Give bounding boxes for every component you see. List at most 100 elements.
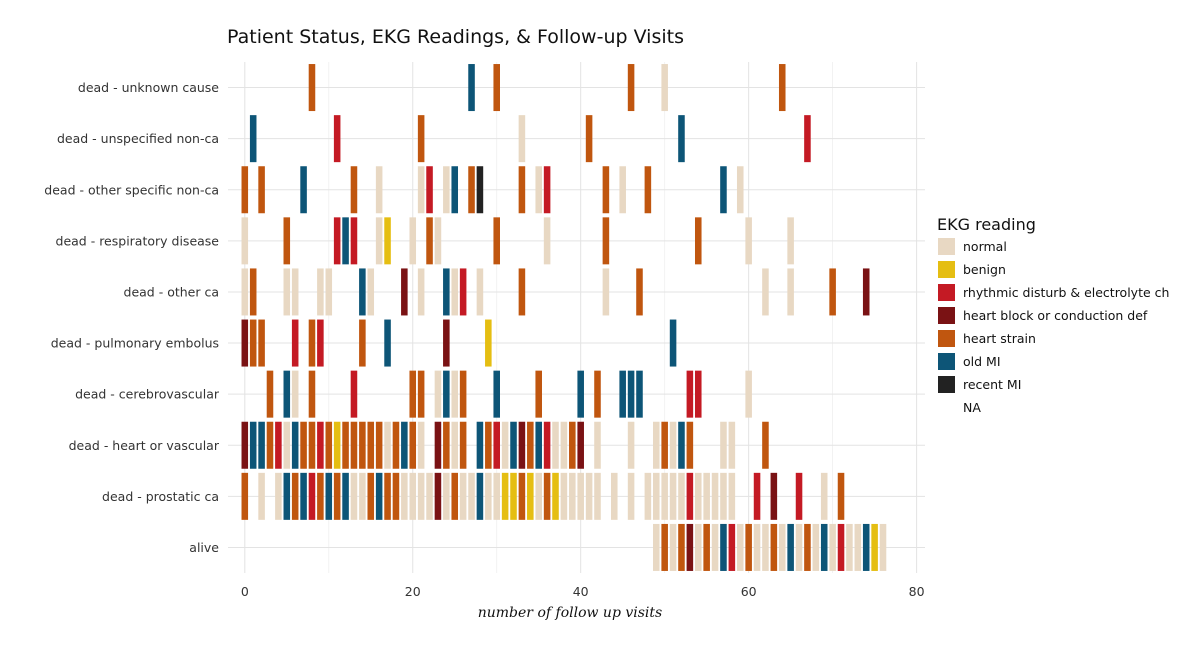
tile-strain — [392, 421, 400, 469]
tile-normal — [795, 523, 803, 571]
tile-rhythm — [493, 421, 500, 469]
y-tick-label: dead - cerebrovascular — [75, 387, 220, 402]
tile-normal — [602, 268, 610, 316]
tile-rhythm — [837, 523, 845, 571]
tile-normal — [829, 523, 836, 571]
tile-normal — [535, 472, 542, 520]
tile-normal — [787, 217, 794, 265]
tile-oldmi — [258, 421, 265, 469]
tile-rhythm — [317, 421, 324, 469]
tile-strain — [661, 421, 668, 469]
y-tick-label: dead - other specific non-ca — [44, 182, 219, 197]
tile-oldmi — [291, 421, 299, 469]
tile-normal — [518, 115, 526, 163]
tile-normal — [241, 217, 249, 265]
tile-normal — [283, 268, 291, 316]
tile-normal — [594, 421, 601, 469]
tile-normal — [669, 523, 677, 571]
y-tick-label: dead - prostatic ca — [102, 489, 219, 504]
tile-normal — [653, 472, 660, 520]
tile-strain — [350, 166, 358, 214]
tile-normal — [350, 472, 358, 520]
tile-strain — [266, 370, 274, 418]
tile-normal — [417, 166, 425, 214]
legend-label-block: heart block or conduction def — [963, 308, 1148, 323]
tile-normal — [476, 268, 484, 316]
legend-label-strain: heart strain — [963, 331, 1036, 346]
tile-strain — [493, 64, 500, 112]
tile-strain — [333, 472, 341, 520]
tile-rhythm — [333, 115, 341, 163]
tile-normal — [753, 523, 761, 571]
tile-strain — [258, 319, 265, 367]
tile-strain — [266, 421, 274, 469]
tile-normal — [417, 268, 425, 316]
tile-strain — [249, 319, 257, 367]
tile-rhythm — [694, 370, 702, 418]
legend: EKG reading normal benign rhythmic disturb… — [937, 215, 1169, 416]
tile-normal — [854, 523, 862, 571]
tile-oldmi — [451, 166, 459, 214]
y-tick-label: dead - unspecified non-ca — [57, 131, 219, 146]
tile-benign — [510, 472, 517, 520]
tile-normal — [560, 472, 568, 520]
tile-normal — [485, 472, 492, 520]
tile-block — [443, 319, 450, 367]
tile-oldmi — [720, 166, 727, 214]
tile-oldmi — [535, 421, 542, 469]
tile-normal — [745, 370, 752, 418]
tile-normal — [258, 472, 265, 520]
tile-strain — [359, 319, 366, 367]
tile-strain — [644, 166, 652, 214]
tile-strain — [594, 370, 601, 418]
tile-strain — [678, 523, 685, 571]
tiles — [241, 64, 887, 571]
legend-label-benign: benign — [963, 262, 1006, 277]
tile-block — [686, 523, 694, 571]
chart-title: Patient Status, EKG Readings, & Follow-u… — [227, 26, 684, 48]
tile-strain — [527, 421, 534, 469]
tile-oldmi — [720, 523, 727, 571]
tile-normal — [736, 166, 744, 214]
tile-normal — [552, 421, 559, 469]
tile-strain — [837, 472, 845, 520]
legend-swatch-rhythm — [938, 284, 955, 301]
y-tick-label: dead - unknown cause — [78, 80, 219, 95]
tile-normal — [451, 421, 459, 469]
tile-oldmi — [401, 421, 408, 469]
tile-strain — [409, 370, 417, 418]
tile-normal — [426, 472, 433, 520]
tile-strain — [342, 421, 349, 469]
tile-strain — [703, 523, 710, 571]
legend-swatch-benign — [938, 261, 955, 278]
tile-block — [434, 421, 442, 469]
tile-block — [577, 421, 584, 469]
tile-normal — [443, 166, 450, 214]
tile-rhythm — [728, 523, 736, 571]
tile-rhythm — [804, 115, 811, 163]
tile-block — [401, 268, 408, 316]
tile-normal — [720, 421, 727, 469]
x-tick-label: 0 — [241, 584, 249, 599]
legend-swatch-block — [938, 307, 955, 324]
tile-block — [862, 268, 870, 316]
y-tick-label: dead - pulmonary embolus — [51, 336, 219, 351]
tile-normal — [812, 523, 820, 571]
x-axis-labels: 0 20 40 60 80 — [241, 584, 925, 599]
tile-strain — [468, 166, 475, 214]
tile-normal — [493, 472, 500, 520]
tile-strain — [308, 370, 316, 418]
tile-strain — [249, 268, 257, 316]
tile-strain — [585, 115, 593, 163]
tile-normal — [661, 64, 668, 112]
tile-normal — [375, 166, 383, 214]
tile-normal — [241, 268, 249, 316]
legend-swatch-strain — [938, 330, 955, 347]
tile-oldmi — [669, 319, 677, 367]
tile-strain — [518, 166, 526, 214]
tile-oldmi — [375, 472, 383, 520]
tile-strain — [762, 421, 769, 469]
tile-normal — [728, 472, 736, 520]
tile-normal — [711, 523, 719, 571]
